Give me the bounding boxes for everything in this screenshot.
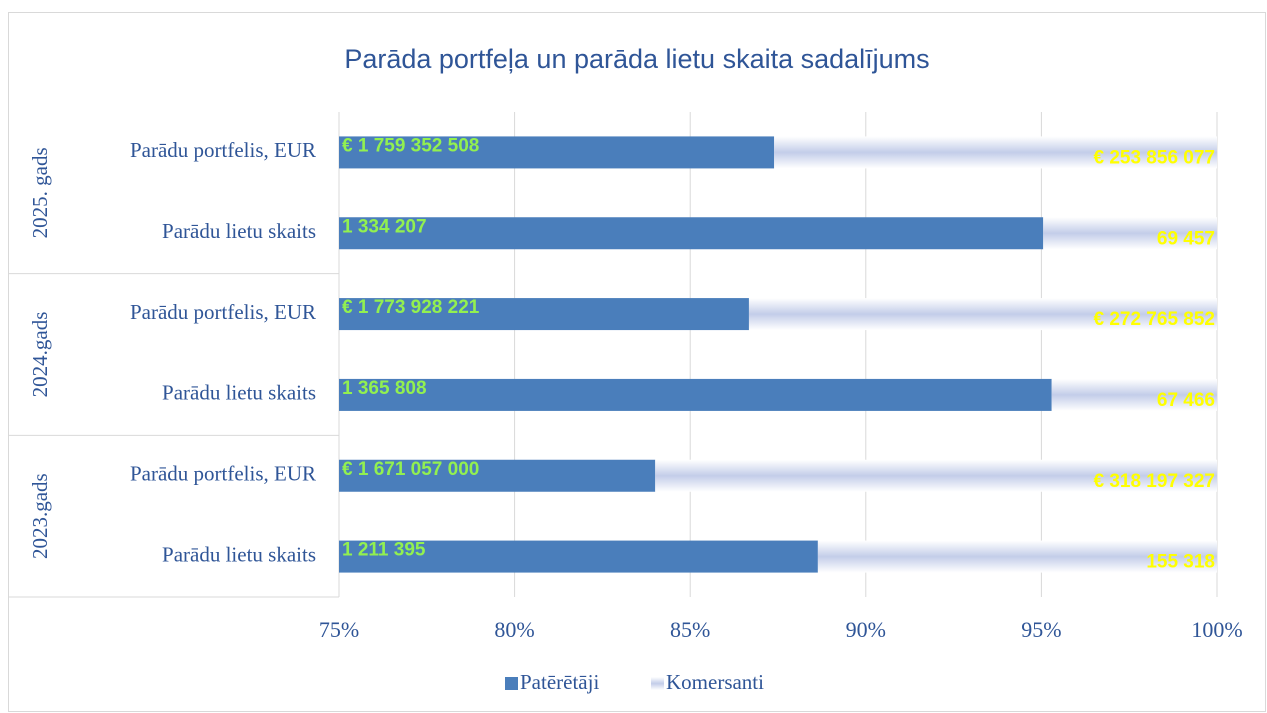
data-label: 155 318 xyxy=(1146,552,1215,573)
data-label: € 1 671 057 000 xyxy=(342,459,479,480)
group-label: 2023.gads xyxy=(28,473,52,559)
data-label: € 253 856 077 xyxy=(1093,147,1215,168)
bar xyxy=(817,540,1217,573)
group-label: 2025. gads xyxy=(28,147,52,238)
data-label: 1 334 207 xyxy=(342,216,427,237)
bar xyxy=(774,136,1217,169)
data-label: 1 211 395 xyxy=(342,540,426,561)
data-label: € 318 197 327 xyxy=(1093,471,1215,492)
bar xyxy=(339,540,818,573)
x-tick-label: 95% xyxy=(1021,617,1061,642)
x-tick-label: 80% xyxy=(494,617,534,642)
legend-label: Komersanti xyxy=(666,670,764,694)
bar xyxy=(339,378,1052,411)
legend-swatch xyxy=(505,677,518,690)
bar xyxy=(339,459,656,492)
x-tick-label: 75% xyxy=(319,617,359,642)
category-label: Parādu portfelis, EUR xyxy=(130,138,316,162)
chart-border xyxy=(8,12,1266,712)
category-label: Parādu portfelis, EUR xyxy=(130,462,316,486)
data-label: 69 457 xyxy=(1157,228,1215,249)
chart-title: Parāda portfeļa un parāda lietu skaita s… xyxy=(344,44,929,74)
data-label: € 272 765 852 xyxy=(1093,309,1215,330)
x-tick-label: 90% xyxy=(846,617,886,642)
bar xyxy=(1043,217,1217,250)
legend-label: Patērētāji xyxy=(520,670,599,694)
data-label: € 1 759 352 508 xyxy=(342,135,479,156)
bar xyxy=(655,459,1217,492)
category-label: Parādu portfelis, EUR xyxy=(130,300,316,324)
x-tick-label: 85% xyxy=(670,617,710,642)
bar xyxy=(339,217,1044,250)
group-label: 2024.gads xyxy=(28,312,52,398)
category-label: Parādu lietu skaits xyxy=(162,381,316,405)
bar xyxy=(748,298,1217,331)
data-label: € 1 773 928 221 xyxy=(342,297,480,318)
legend-swatch xyxy=(651,677,664,690)
data-label: 1 365 808 xyxy=(342,378,427,399)
data-label: 67 466 xyxy=(1157,390,1215,411)
x-tick-label: 100% xyxy=(1191,617,1242,642)
bar xyxy=(1051,378,1217,411)
bar xyxy=(339,136,775,169)
category-label: Parādu lietu skaits xyxy=(162,542,316,566)
bar xyxy=(339,298,749,331)
category-label: Parādu lietu skaits xyxy=(162,219,316,243)
